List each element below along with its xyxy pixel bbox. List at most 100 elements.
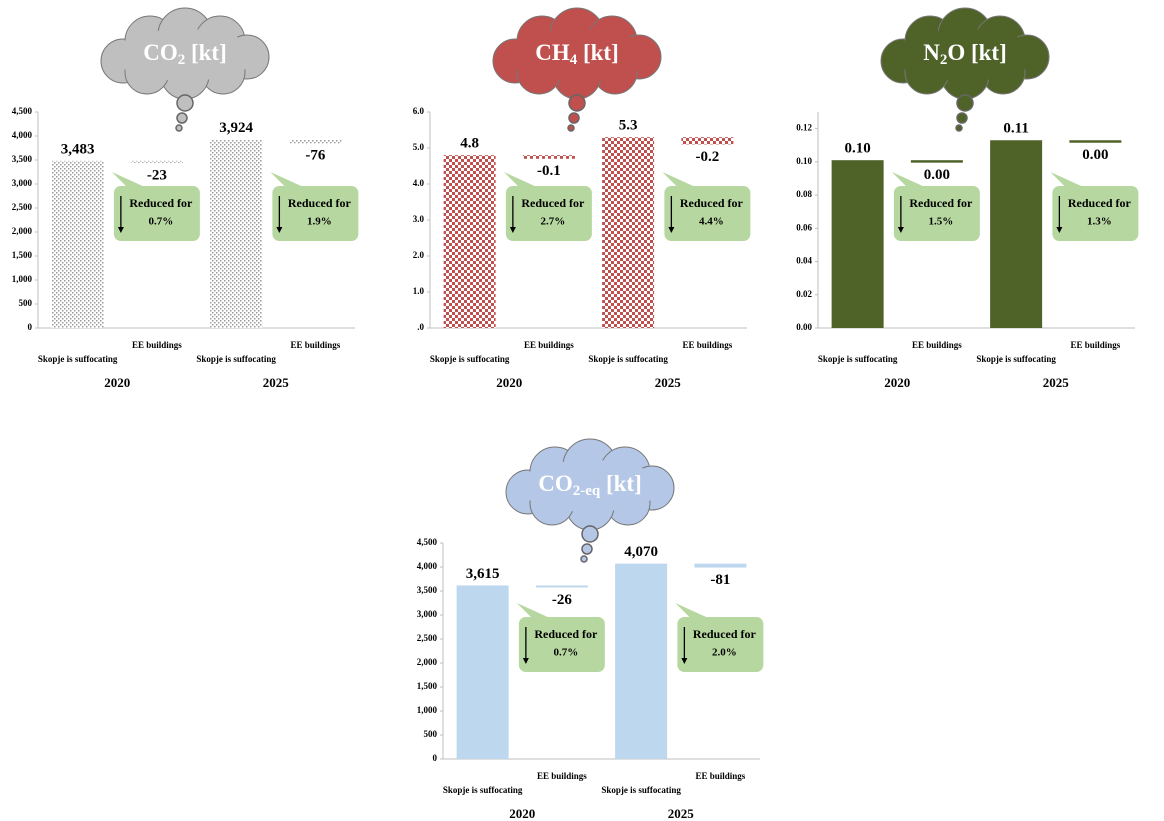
callout-box (505, 186, 592, 241)
title-part: [kt] (185, 40, 227, 65)
y-tick-label: 4,000 (417, 561, 438, 571)
group-label: 2025 (668, 806, 695, 821)
title-part: 2-eq (573, 483, 601, 499)
callout-pointer (662, 172, 696, 187)
y-tick-label: 500 (19, 298, 33, 308)
callout-value: 2.7% (541, 216, 566, 228)
y-tick-label: 0.02 (796, 289, 812, 299)
callout-arrowhead (1056, 227, 1063, 233)
x-tick-label: Skopje is suffocating (430, 354, 510, 364)
thought-bubble (580, 555, 588, 563)
callout-pointer (270, 172, 304, 187)
thought-bubble (955, 124, 963, 132)
x-tick-label: EE buildings (290, 340, 340, 350)
chart-panel: CH4 [kt] .0 1.0 2.0 3.0 4.0 5.0 6.0 4.8 Skopje is… (413, 7, 751, 390)
callout-arrowhead (681, 658, 688, 664)
chart-panel: CO2-eq [kt] 0 500 1,000 1,500 2,000 2,500 3,000… (417, 438, 764, 821)
callout-text: Reduced for (521, 196, 585, 210)
callout-value: 0.7% (149, 216, 174, 228)
reduction-callout: Reduced for 2.7% (503, 172, 592, 241)
y-tick-label: 1,500 (12, 250, 33, 260)
bar (535, 585, 588, 588)
reduction-callout: Reduced for 0.7% (516, 603, 605, 672)
value-label: -76 (305, 148, 325, 164)
bar (602, 137, 655, 328)
bar (1069, 140, 1122, 143)
y-tick-label: 4.0 (413, 178, 425, 188)
thought-bubble (568, 112, 580, 124)
cloud-body (893, 29, 1037, 81)
y-tick-label: 4,500 (12, 106, 33, 116)
group-label: 2020 (496, 375, 522, 390)
callout-text: Reduced for (534, 627, 598, 641)
y-tick-label: 2,500 (417, 633, 438, 643)
reduction-callout: Reduced for 2.0% (675, 603, 764, 672)
callout-text: Reduced for (693, 627, 757, 641)
thought-bubble (581, 543, 593, 555)
value-label: -81 (710, 572, 730, 588)
y-tick-label: 2,000 (12, 226, 33, 236)
x-tick-label: Skopje is suffocating (588, 354, 668, 364)
callout-box (518, 617, 605, 672)
value-label: 3,924 (219, 120, 253, 136)
y-tick-label: 0.04 (796, 256, 812, 266)
title-cloud (100, 7, 270, 100)
y-tick-label: 2,000 (417, 657, 438, 667)
callout-text: Reduced for (909, 196, 973, 210)
title-cloud (505, 438, 675, 531)
value-label: 3,615 (466, 566, 500, 582)
group-label: 2020 (509, 806, 535, 821)
title-part: O [kt] (947, 40, 1006, 65)
callout-pointer (111, 172, 145, 187)
chart-title: CO2-eq [kt] (538, 471, 642, 499)
y-tick-label: 1,500 (417, 681, 438, 691)
thought-bubble (176, 94, 194, 112)
bar (694, 563, 747, 568)
title-part: N (923, 40, 940, 65)
thought-bubble (176, 112, 188, 124)
chart-title: CH4 [kt] (535, 40, 619, 68)
group-label: 2025 (1043, 375, 1070, 390)
value-label: -26 (552, 592, 572, 608)
y-tick-label: .0 (417, 322, 424, 332)
cloud-body (113, 29, 257, 81)
x-tick-label: Skopje is suffocating (443, 785, 523, 795)
bar (443, 155, 496, 328)
group-label: 2020 (884, 375, 910, 390)
y-tick-label: 0.00 (796, 322, 812, 332)
thought-bubble (175, 124, 183, 132)
y-tick-label: 0.06 (796, 222, 812, 232)
y-tick-label: 3,500 (12, 154, 33, 164)
value-label: 4.8 (460, 136, 479, 152)
callout-value: 0.7% (554, 647, 579, 659)
group-label: 2020 (104, 375, 130, 390)
callout-pointer (675, 603, 709, 618)
y-tick-label: 1,000 (417, 705, 438, 715)
callout-pointer (503, 172, 537, 187)
bar (615, 563, 668, 759)
value-label: -0.1 (537, 163, 561, 179)
callout-value: 1.3% (1087, 216, 1112, 228)
callout-value: 2.0% (712, 647, 737, 659)
title-cloud (880, 7, 1050, 100)
value-label: 4,070 (624, 544, 658, 560)
x-tick-label: EE buildings (1070, 340, 1120, 350)
bar (831, 160, 884, 328)
thought-bubble (581, 525, 599, 543)
callout-box (677, 617, 764, 672)
title-part: 2 (178, 52, 186, 68)
value-label: 0.00 (1082, 147, 1108, 163)
chart-panel: N2O [kt] 0.00 0.02 0.04 0.06 0.08 0.10 0.12 0.10… (796, 7, 1139, 390)
bar (522, 155, 575, 159)
value-label: 3,483 (61, 141, 95, 157)
value-label: -0.2 (696, 149, 720, 165)
y-tick-label: 0.12 (796, 123, 812, 133)
callout-text: Reduced for (288, 196, 352, 210)
y-tick-label: 3,000 (417, 609, 438, 619)
callout-arrowhead (668, 227, 675, 233)
y-tick-label: 500 (424, 729, 438, 739)
bar (990, 140, 1043, 328)
callout-arrowhead (522, 658, 529, 664)
y-tick-label: 1.0 (413, 286, 425, 296)
y-tick-label: 3,000 (12, 178, 33, 188)
